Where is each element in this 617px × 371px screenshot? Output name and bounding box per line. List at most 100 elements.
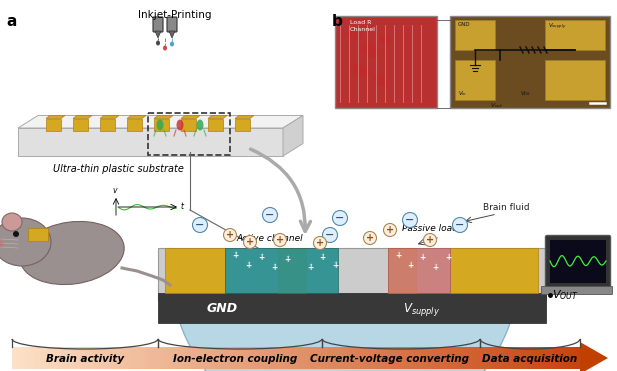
Bar: [197, 347, 200, 369]
Bar: [36, 347, 39, 369]
Text: $V_{DS}$: $V_{DS}$: [520, 89, 531, 98]
Bar: [459, 347, 462, 369]
Bar: [544, 347, 547, 369]
Text: GND: GND: [207, 302, 238, 315]
Text: Passive load: Passive load: [402, 224, 458, 233]
Bar: [431, 347, 433, 369]
Bar: [165, 347, 168, 369]
Bar: [57, 347, 60, 369]
Bar: [116, 347, 118, 369]
Circle shape: [333, 210, 347, 226]
Bar: [504, 347, 507, 369]
Text: +: +: [421, 253, 425, 257]
Bar: [266, 347, 268, 369]
Bar: [319, 347, 321, 369]
Bar: [426, 347, 429, 369]
Bar: [573, 347, 575, 369]
Bar: [557, 347, 560, 369]
Text: +: +: [258, 253, 264, 262]
Bar: [302, 347, 304, 369]
Bar: [378, 347, 380, 369]
Text: +: +: [409, 259, 413, 265]
Text: +: +: [319, 253, 325, 263]
Polygon shape: [235, 118, 250, 131]
Bar: [91, 347, 94, 369]
Bar: [35, 347, 37, 369]
Bar: [148, 347, 151, 369]
Bar: [325, 347, 327, 369]
Bar: [349, 347, 352, 369]
Bar: [141, 347, 143, 369]
Text: $V_{in}$: $V_{in}$: [458, 89, 467, 98]
Bar: [288, 347, 291, 369]
Text: Ultra-thin plastic substrate: Ultra-thin plastic substrate: [52, 164, 183, 174]
Bar: [203, 347, 205, 369]
Text: +: +: [321, 253, 325, 257]
Bar: [71, 347, 73, 369]
Bar: [296, 347, 299, 369]
Bar: [374, 347, 376, 369]
Bar: [423, 347, 425, 369]
Bar: [474, 347, 476, 369]
Bar: [353, 347, 355, 369]
Bar: [309, 347, 312, 369]
Bar: [534, 347, 537, 369]
Bar: [217, 347, 219, 369]
Bar: [339, 347, 342, 369]
Bar: [207, 347, 209, 369]
Bar: [493, 347, 495, 369]
Bar: [105, 347, 107, 369]
Bar: [408, 347, 410, 369]
Ellipse shape: [170, 42, 174, 46]
Circle shape: [273, 233, 286, 246]
Bar: [385, 347, 387, 369]
Bar: [542, 347, 545, 369]
Bar: [468, 347, 471, 369]
Bar: [388, 248, 450, 293]
Bar: [396, 347, 399, 369]
Bar: [364, 347, 366, 369]
Bar: [109, 347, 111, 369]
Circle shape: [452, 217, 468, 233]
Bar: [415, 347, 418, 369]
Bar: [434, 347, 437, 369]
Ellipse shape: [361, 43, 379, 57]
Bar: [351, 347, 354, 369]
Bar: [107, 347, 109, 369]
Bar: [315, 347, 317, 369]
Bar: [14, 347, 16, 369]
Bar: [387, 347, 389, 369]
Bar: [550, 240, 606, 283]
Polygon shape: [181, 115, 200, 118]
Circle shape: [402, 213, 418, 227]
Bar: [82, 347, 85, 369]
Text: −: −: [455, 220, 465, 230]
Bar: [525, 347, 528, 369]
Bar: [379, 347, 382, 369]
Bar: [563, 347, 565, 369]
Bar: [383, 347, 386, 369]
Bar: [510, 347, 512, 369]
Bar: [294, 347, 297, 369]
Bar: [20, 347, 22, 369]
Bar: [120, 347, 122, 369]
Polygon shape: [283, 115, 303, 156]
Bar: [178, 347, 181, 369]
Bar: [164, 347, 166, 369]
Bar: [453, 347, 455, 369]
Bar: [376, 347, 378, 369]
Bar: [323, 347, 325, 369]
Bar: [156, 347, 159, 369]
Bar: [368, 347, 370, 369]
Bar: [65, 347, 67, 369]
Bar: [429, 347, 431, 369]
Bar: [366, 347, 368, 369]
Bar: [463, 347, 465, 369]
Text: $V_{out}$: $V_{out}$: [490, 101, 503, 110]
Polygon shape: [18, 115, 303, 128]
Bar: [262, 347, 264, 369]
Bar: [22, 347, 24, 369]
Bar: [334, 347, 336, 369]
Polygon shape: [154, 118, 169, 131]
Bar: [527, 347, 529, 369]
